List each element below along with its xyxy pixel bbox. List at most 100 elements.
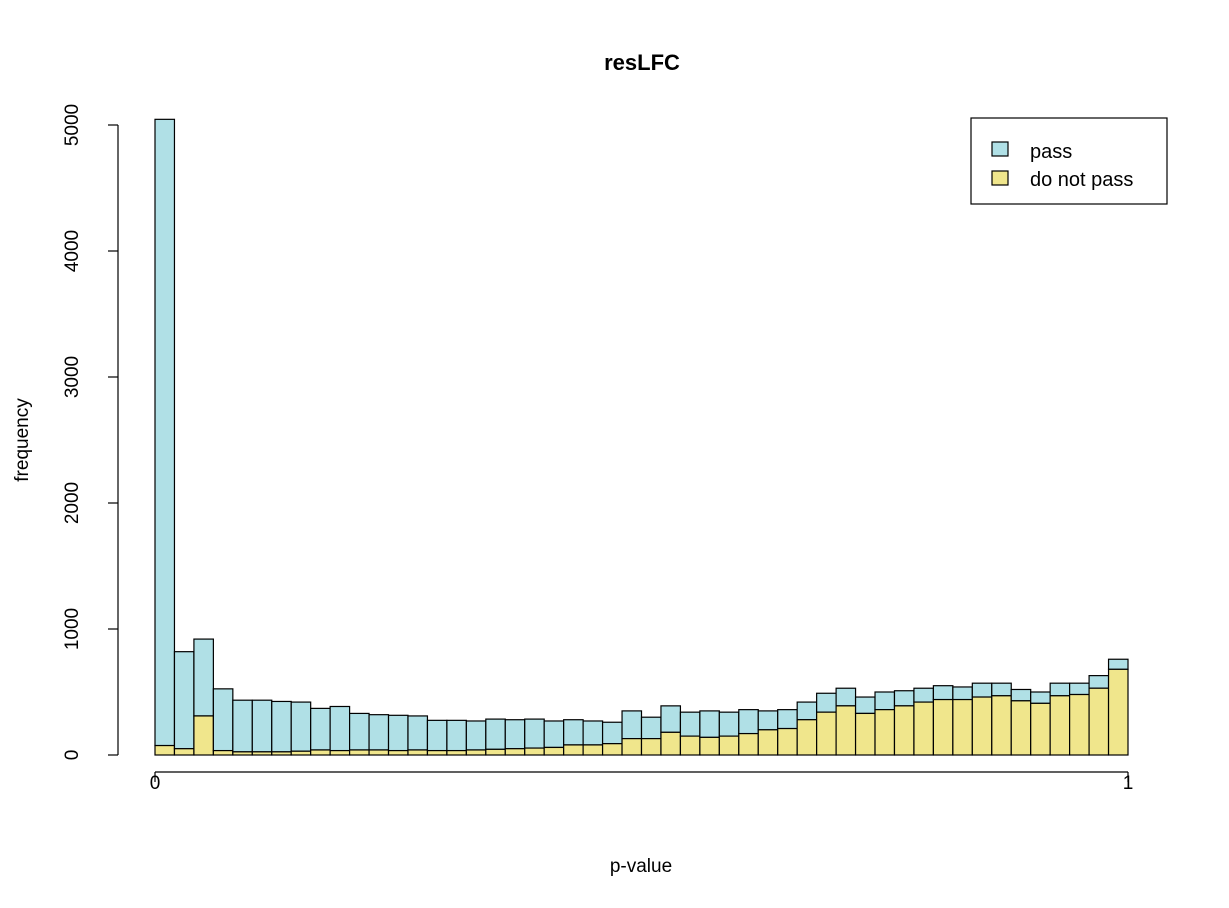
bar-do-not-pass-31 bbox=[757, 729, 779, 756]
y-axis-label: frequency bbox=[12, 398, 33, 482]
bar-do-not-pass-1 bbox=[173, 748, 195, 756]
bar-do-not-pass-39 bbox=[913, 701, 935, 756]
bar-pass-30 bbox=[738, 709, 759, 735]
bar-pass-1 bbox=[173, 651, 195, 750]
bar-do-not-pass-43 bbox=[991, 695, 1012, 756]
bar-do-not-pass-41 bbox=[952, 698, 973, 756]
bar-do-not-pass-48 bbox=[1088, 687, 1110, 756]
y-tick-label-5: 5000 bbox=[62, 104, 83, 146]
bar-do-not-pass-26 bbox=[660, 731, 682, 756]
bar-do-not-pass-27 bbox=[679, 735, 701, 756]
bar-pass-35 bbox=[835, 687, 857, 707]
bar-do-not-pass-17 bbox=[485, 748, 506, 756]
bar-pass-39 bbox=[913, 687, 935, 703]
bar-pass-36 bbox=[854, 696, 876, 715]
bar-pass-11 bbox=[368, 714, 390, 751]
x-tick-label-1: 1 bbox=[1123, 773, 1134, 794]
bar-do-not-pass-30 bbox=[738, 732, 759, 756]
bar-do-not-pass-0 bbox=[154, 744, 176, 756]
legend-swatch-pass bbox=[991, 141, 1009, 157]
bar-do-not-pass-10 bbox=[349, 749, 370, 756]
bar-do-not-pass-38 bbox=[893, 705, 915, 756]
bar-pass-34 bbox=[816, 692, 837, 713]
bar-do-not-pass-49 bbox=[1107, 668, 1129, 756]
bar-do-not-pass-35 bbox=[835, 705, 857, 756]
legend-box bbox=[970, 117, 1168, 205]
bar-pass-42 bbox=[971, 682, 993, 698]
bar-do-not-pass-45 bbox=[1030, 702, 1051, 756]
bar-pass-48 bbox=[1088, 675, 1110, 689]
bar-do-not-pass-32 bbox=[777, 727, 798, 756]
bar-do-not-pass-47 bbox=[1069, 693, 1090, 756]
y-ticks-group: 0 1000 2000 3000 4000 5000 bbox=[62, 104, 118, 760]
bars-group bbox=[154, 118, 1129, 756]
x-axis-label: p-value bbox=[610, 856, 672, 877]
bar-pass-5 bbox=[251, 699, 273, 753]
bar-do-not-pass-34 bbox=[816, 711, 837, 756]
bar-pass-15 bbox=[446, 719, 467, 752]
bar-pass-47 bbox=[1069, 682, 1090, 696]
bar-pass-12 bbox=[387, 714, 409, 752]
bar-do-not-pass-5 bbox=[251, 751, 273, 756]
bar-pass-7 bbox=[290, 701, 312, 752]
bar-do-not-pass-2 bbox=[193, 715, 214, 756]
bar-do-not-pass-29 bbox=[718, 735, 740, 756]
bar-pass-43 bbox=[991, 682, 1012, 697]
bar-pass-13 bbox=[407, 715, 429, 751]
bar-pass-20 bbox=[543, 720, 565, 749]
bar-pass-23 bbox=[601, 721, 623, 745]
bar-pass-40 bbox=[932, 685, 954, 701]
bar-do-not-pass-25 bbox=[640, 738, 662, 756]
y-tick-label-1: 1000 bbox=[62, 608, 83, 650]
bar-pass-21 bbox=[563, 719, 584, 746]
bar-pass-10 bbox=[349, 712, 370, 751]
bar-do-not-pass-4 bbox=[232, 751, 253, 756]
y-tick-label-4: 4000 bbox=[62, 230, 83, 272]
bar-pass-45 bbox=[1030, 691, 1051, 704]
bar-pass-46 bbox=[1049, 682, 1071, 697]
bar-do-not-pass-16 bbox=[465, 749, 487, 756]
bar-pass-26 bbox=[660, 705, 682, 733]
bar-pass-33 bbox=[796, 701, 818, 721]
bar-do-not-pass-6 bbox=[271, 751, 292, 756]
bar-do-not-pass-11 bbox=[368, 749, 390, 756]
bar-pass-3 bbox=[212, 688, 234, 752]
bar-pass-2 bbox=[193, 638, 214, 717]
bar-do-not-pass-7 bbox=[290, 750, 312, 756]
bar-pass-0 bbox=[154, 118, 176, 747]
bar-pass-44 bbox=[1010, 688, 1032, 702]
bar-do-not-pass-33 bbox=[796, 719, 818, 756]
bar-pass-17 bbox=[485, 718, 506, 750]
bar-do-not-pass-36 bbox=[854, 712, 876, 756]
bar-do-not-pass-14 bbox=[426, 749, 448, 756]
bar-pass-22 bbox=[582, 720, 604, 746]
bar-do-not-pass-21 bbox=[563, 744, 584, 756]
legend-swatch-do-not-pass bbox=[991, 170, 1009, 186]
bar-do-not-pass-8 bbox=[310, 749, 331, 756]
bar-pass-32 bbox=[777, 709, 798, 730]
bar-pass-37 bbox=[874, 691, 896, 711]
legend: pass do not pass bbox=[970, 117, 1168, 205]
bar-do-not-pass-46 bbox=[1049, 695, 1071, 756]
bar-pass-25 bbox=[640, 716, 662, 740]
bar-pass-38 bbox=[893, 690, 915, 707]
bar-pass-27 bbox=[679, 711, 701, 737]
bar-do-not-pass-3 bbox=[212, 749, 234, 756]
bar-do-not-pass-20 bbox=[543, 746, 565, 756]
x-tick-label-0: 0 bbox=[150, 773, 161, 794]
bar-pass-6 bbox=[271, 700, 292, 753]
bar-pass-18 bbox=[504, 719, 526, 750]
bar-do-not-pass-18 bbox=[504, 748, 526, 756]
bar-do-not-pass-23 bbox=[601, 743, 623, 756]
legend-label-pass: pass bbox=[1030, 141, 1072, 163]
bar-pass-19 bbox=[524, 718, 545, 749]
bar-do-not-pass-24 bbox=[621, 738, 643, 756]
bar-do-not-pass-19 bbox=[524, 747, 545, 756]
bar-do-not-pass-44 bbox=[1010, 700, 1032, 756]
bar-pass-31 bbox=[757, 710, 779, 731]
bar-pass-29 bbox=[718, 711, 740, 737]
y-tick-label-0: 0 bbox=[62, 750, 83, 761]
bar-pass-28 bbox=[699, 710, 720, 738]
bar-do-not-pass-15 bbox=[446, 749, 467, 756]
